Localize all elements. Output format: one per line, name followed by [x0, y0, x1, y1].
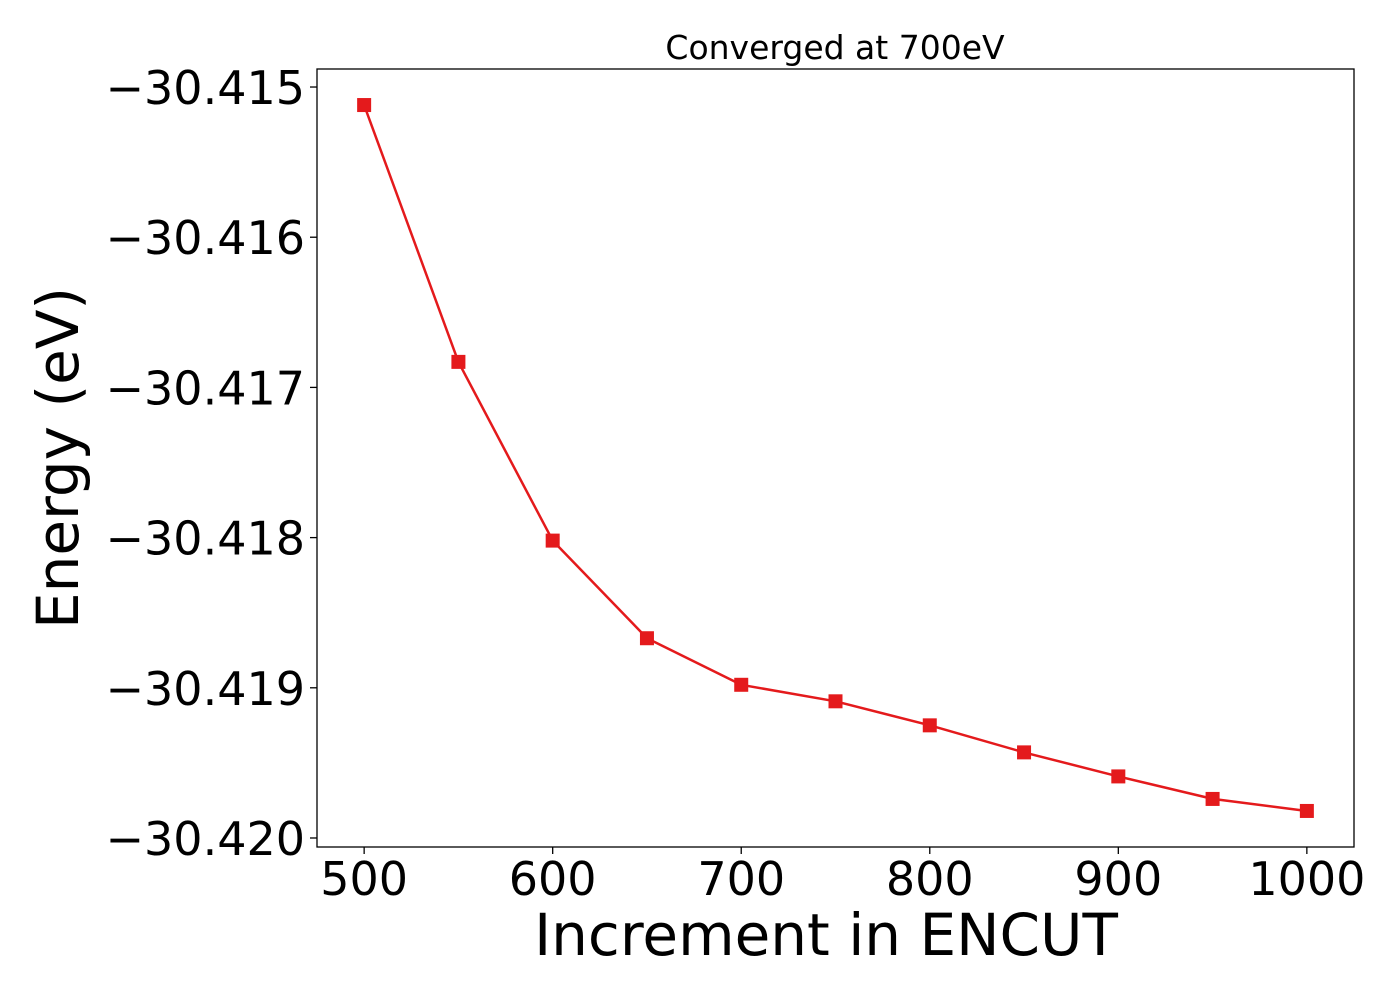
x-tick-label: 500 — [320, 852, 408, 906]
data-point-marker — [1205, 791, 1220, 806]
x-tick-label: 700 — [697, 852, 785, 906]
data-point-marker — [734, 677, 749, 692]
y-axis-ticks: −30.415 −30.416 −30.417 −30.418 −30.419 −30.4… — [106, 61, 317, 866]
data-point-marker — [639, 631, 654, 646]
y-tick-label: −30.415 — [106, 61, 306, 115]
x-tick-label: 900 — [1074, 852, 1162, 906]
data-point-marker — [451, 354, 466, 369]
y-tick-label: −30.417 — [106, 361, 306, 415]
data-point-marker — [545, 533, 560, 548]
x-tick-label: 1000 — [1248, 852, 1365, 906]
y-tick-label: −30.420 — [106, 812, 306, 866]
y-tick-label: −30.416 — [106, 211, 306, 265]
x-tick-label: 600 — [509, 852, 597, 906]
chart-title: Converged at 700eV — [665, 28, 1005, 67]
y-tick-label: −30.419 — [106, 662, 306, 716]
plot-frame — [316, 68, 1355, 848]
series-layer — [357, 98, 1314, 818]
data-point-marker — [828, 694, 843, 709]
x-tick-label: 800 — [886, 852, 974, 906]
x-axis-ticks: 500 600 700 800 900 1000 — [320, 847, 1365, 906]
plot-area — [316, 68, 1355, 848]
data-point-marker — [1017, 745, 1032, 760]
data-point-marker — [1299, 803, 1314, 818]
y-tick-label: −30.418 — [106, 512, 306, 566]
data-point-marker — [922, 718, 937, 733]
y-axis-label: Energy (eV) — [24, 287, 92, 629]
x-axis-label: Increment in ENCUT — [534, 901, 1118, 969]
data-point-marker — [357, 98, 372, 113]
data-point-marker — [1111, 769, 1126, 784]
